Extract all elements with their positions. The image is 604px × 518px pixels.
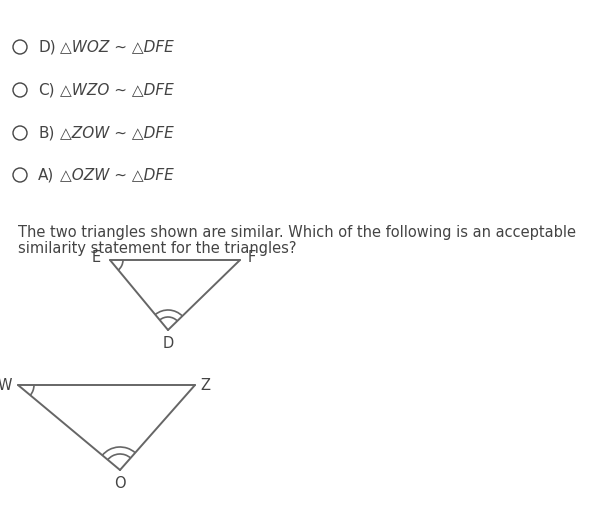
Text: O: O — [114, 476, 126, 491]
Text: The two triangles shown are similar. Which of the following is an acceptable: The two triangles shown are similar. Whi… — [18, 225, 576, 240]
Text: △ZOW ~ △DFE: △ZOW ~ △DFE — [60, 125, 174, 140]
Text: C): C) — [38, 82, 54, 97]
Text: Z: Z — [200, 378, 210, 393]
Text: △WZO ~ △DFE: △WZO ~ △DFE — [60, 82, 174, 97]
Text: △OZW ~ △DFE: △OZW ~ △DFE — [60, 167, 174, 182]
Text: similarity statement for the triangles?: similarity statement for the triangles? — [18, 241, 297, 256]
Text: △WOZ ~ △DFE: △WOZ ~ △DFE — [60, 39, 174, 54]
Text: W: W — [0, 378, 12, 393]
Text: B): B) — [38, 125, 54, 140]
Text: A): A) — [38, 167, 54, 182]
Text: E: E — [91, 251, 100, 266]
Text: D): D) — [38, 39, 56, 54]
Text: F: F — [248, 251, 256, 266]
Text: D: D — [162, 336, 173, 351]
